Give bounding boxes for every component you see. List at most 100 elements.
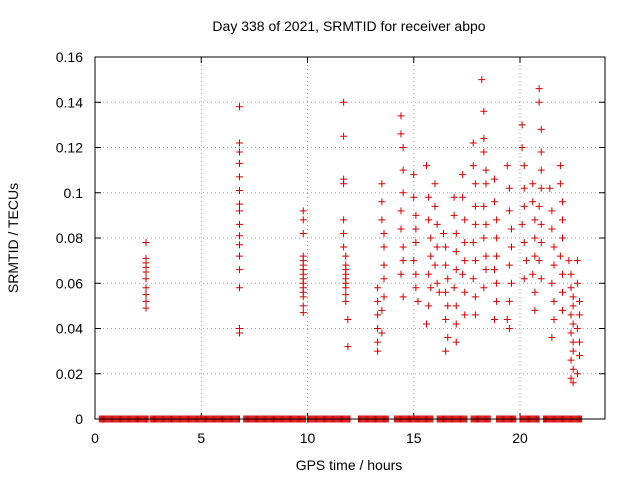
y-tick-label: 0.08 bbox=[56, 230, 83, 246]
data-point bbox=[508, 225, 515, 233]
data-point bbox=[576, 297, 583, 305]
data-point bbox=[550, 297, 558, 305]
data-point bbox=[471, 220, 479, 228]
data-point bbox=[399, 293, 407, 301]
data-point bbox=[399, 189, 407, 197]
data-point bbox=[236, 232, 243, 240]
y-tick-labels: 0 0.02 0.04 0.06 0.08 0.1 0.12 0.14 0.16 bbox=[56, 49, 83, 427]
data-point bbox=[236, 200, 243, 208]
data-point bbox=[425, 193, 433, 201]
x-tick-label: 0 bbox=[91, 430, 99, 446]
data-point bbox=[493, 216, 501, 224]
data-point bbox=[569, 302, 577, 310]
data-point bbox=[378, 198, 386, 206]
data-point bbox=[442, 347, 450, 355]
data-point bbox=[537, 125, 545, 133]
data-point bbox=[452, 248, 460, 256]
data-point bbox=[340, 98, 348, 106]
data-point bbox=[569, 338, 577, 346]
plot-frame bbox=[94, 56, 606, 420]
data-point bbox=[482, 220, 490, 228]
data-point bbox=[520, 239, 528, 247]
data-point bbox=[442, 243, 450, 251]
data-point bbox=[380, 275, 388, 283]
data-point bbox=[556, 162, 564, 170]
data-point bbox=[529, 180, 537, 188]
data-point bbox=[433, 279, 441, 287]
data-point bbox=[459, 270, 467, 278]
data-point bbox=[537, 148, 545, 156]
data-point bbox=[412, 270, 420, 278]
data-point bbox=[399, 166, 407, 174]
data-point bbox=[433, 243, 441, 251]
data-point bbox=[397, 207, 405, 215]
data-point bbox=[142, 275, 150, 283]
data-point bbox=[567, 329, 575, 337]
data-point bbox=[236, 220, 243, 228]
data-point bbox=[236, 266, 243, 274]
data-point bbox=[537, 239, 545, 247]
data-point bbox=[450, 193, 458, 201]
data-point bbox=[450, 211, 458, 219]
data-point bbox=[550, 315, 558, 323]
data-point bbox=[374, 338, 382, 346]
data-point bbox=[461, 288, 469, 296]
data-point bbox=[412, 284, 420, 292]
data-point bbox=[471, 293, 479, 301]
data-point bbox=[576, 352, 583, 360]
data-point bbox=[380, 243, 388, 251]
data-point bbox=[399, 243, 407, 251]
data-point bbox=[450, 284, 458, 292]
data-point bbox=[410, 257, 418, 265]
data-point bbox=[559, 270, 566, 278]
data-point bbox=[493, 297, 501, 305]
data-point bbox=[427, 234, 435, 242]
data-point bbox=[299, 293, 307, 301]
data-point bbox=[480, 234, 488, 242]
data-point bbox=[412, 225, 420, 233]
data-point bbox=[236, 159, 243, 167]
data-point bbox=[529, 270, 537, 278]
data-point bbox=[518, 220, 526, 228]
data-point bbox=[299, 302, 307, 310]
data-point bbox=[397, 112, 405, 120]
data-point bbox=[480, 202, 488, 210]
data-point bbox=[461, 311, 469, 319]
data-point bbox=[236, 241, 243, 249]
y-tick-label: 0.14 bbox=[56, 94, 83, 110]
data-point bbox=[471, 180, 479, 188]
data-point bbox=[535, 98, 543, 106]
data-point bbox=[493, 252, 501, 260]
x-tick-labels: 0 5 10 15 20 bbox=[91, 430, 528, 446]
data-point bbox=[412, 211, 420, 219]
data-point bbox=[378, 329, 386, 337]
data-points bbox=[95, 76, 586, 423]
data-point bbox=[493, 279, 501, 287]
data-point bbox=[556, 252, 564, 260]
data-point bbox=[559, 306, 566, 314]
data-point bbox=[342, 284, 350, 292]
data-point bbox=[452, 302, 460, 310]
data-point bbox=[567, 284, 575, 292]
data-point bbox=[378, 180, 386, 188]
data-point bbox=[459, 171, 467, 179]
data-point bbox=[397, 270, 405, 278]
y-tick-label: 0.04 bbox=[56, 321, 83, 337]
data-point bbox=[469, 239, 477, 247]
chart-title: Day 338 of 2021, SRMTID for receiver abp… bbox=[212, 18, 485, 34]
data-point bbox=[569, 320, 577, 328]
data-point bbox=[482, 266, 490, 274]
data-point bbox=[535, 202, 543, 210]
data-point bbox=[423, 320, 430, 328]
data-point bbox=[380, 229, 388, 237]
data-point bbox=[342, 297, 350, 305]
data-point bbox=[548, 334, 556, 342]
data-point bbox=[491, 175, 498, 183]
data-point bbox=[433, 220, 441, 228]
grid bbox=[95, 57, 605, 419]
data-point bbox=[299, 229, 307, 237]
data-point bbox=[520, 162, 528, 170]
data-point bbox=[482, 252, 490, 260]
data-point bbox=[142, 239, 150, 247]
